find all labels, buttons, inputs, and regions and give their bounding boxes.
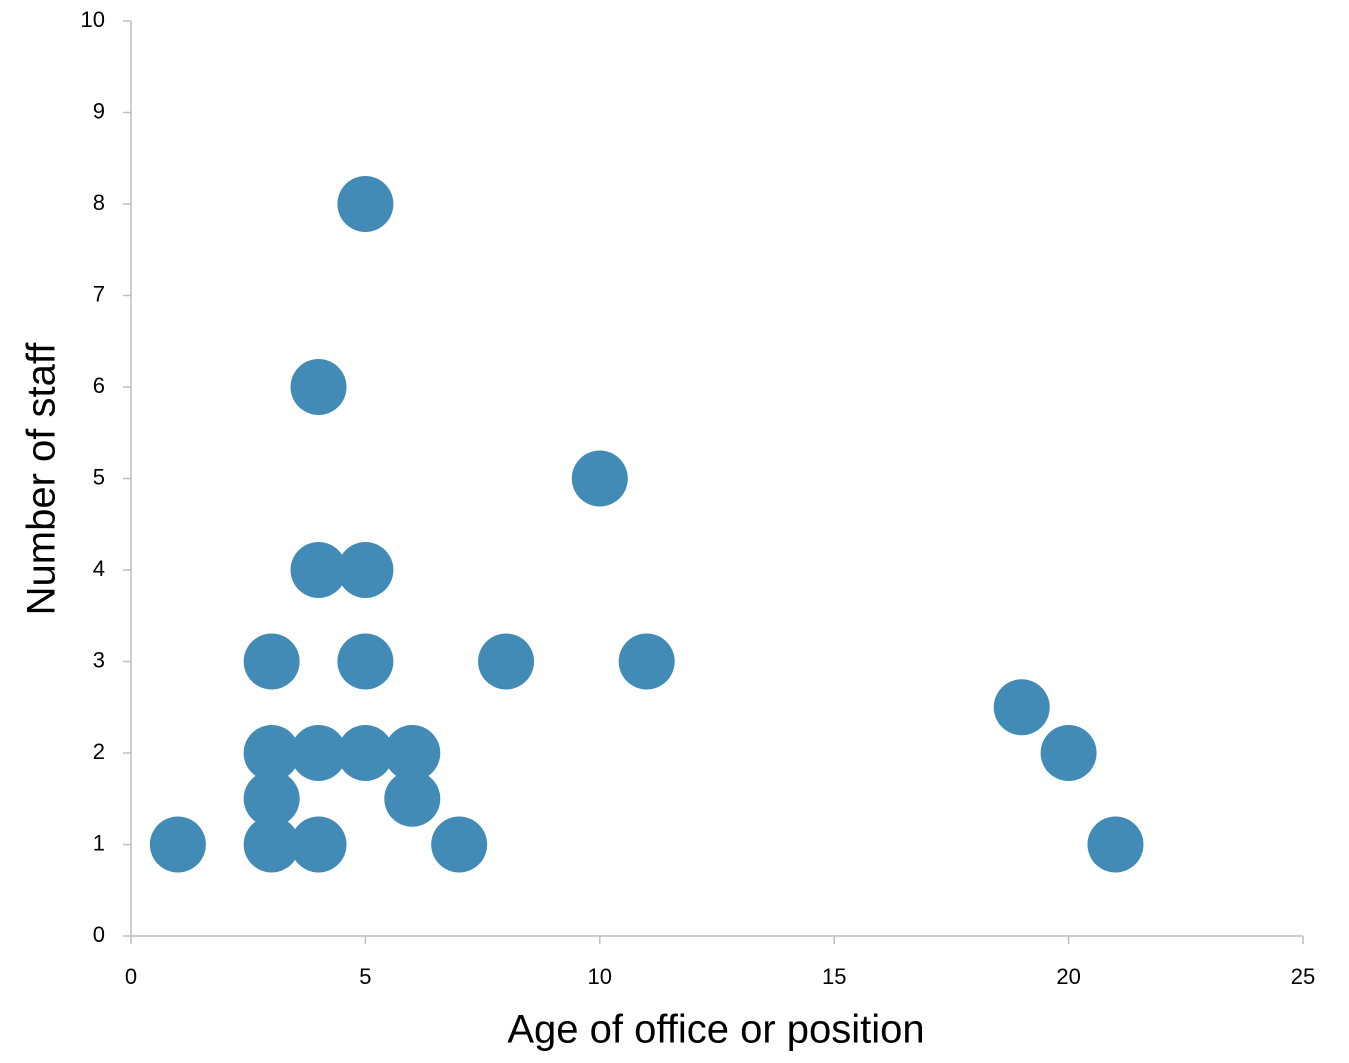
x-tick-label: 10	[588, 964, 612, 989]
point	[571, 450, 628, 507]
x-tick-label: 0	[125, 964, 137, 989]
y-tick-label: 3	[93, 647, 105, 672]
y-axis-title: Number of staff	[20, 342, 64, 616]
point	[478, 633, 535, 690]
point	[243, 816, 300, 873]
point	[431, 816, 488, 873]
point	[337, 725, 394, 781]
point	[1040, 725, 1097, 781]
point	[337, 633, 394, 690]
y-tick-label: 6	[93, 373, 105, 398]
y-tick-label: 7	[93, 281, 105, 306]
point	[618, 633, 675, 690]
point	[290, 359, 347, 415]
y-tick-label: 5	[93, 464, 105, 489]
y-tick-label: 0	[93, 922, 105, 947]
point	[993, 679, 1050, 736]
point	[384, 725, 441, 781]
y-tick-label: 8	[93, 190, 105, 215]
point	[243, 725, 300, 781]
x-axis-title: Age of office or position	[507, 1008, 924, 1052]
x-tick-label: 5	[359, 964, 371, 989]
x-tick-label: 15	[822, 964, 846, 989]
point	[337, 542, 394, 598]
point	[337, 176, 394, 232]
point	[290, 542, 347, 598]
point	[1087, 816, 1144, 873]
y-tick-label: 10	[81, 7, 105, 32]
point	[290, 725, 347, 781]
x-tick-label: 20	[1056, 964, 1080, 989]
y-tick-label: 4	[93, 556, 105, 581]
point	[290, 816, 347, 873]
point	[384, 770, 441, 827]
y-tick-label: 9	[93, 98, 105, 123]
point	[243, 770, 300, 827]
x-tick-label: 25	[1291, 964, 1315, 989]
y-tick-label: 2	[93, 739, 105, 764]
y-tick-label: 1	[93, 830, 105, 855]
point	[243, 633, 300, 690]
point	[149, 816, 206, 873]
